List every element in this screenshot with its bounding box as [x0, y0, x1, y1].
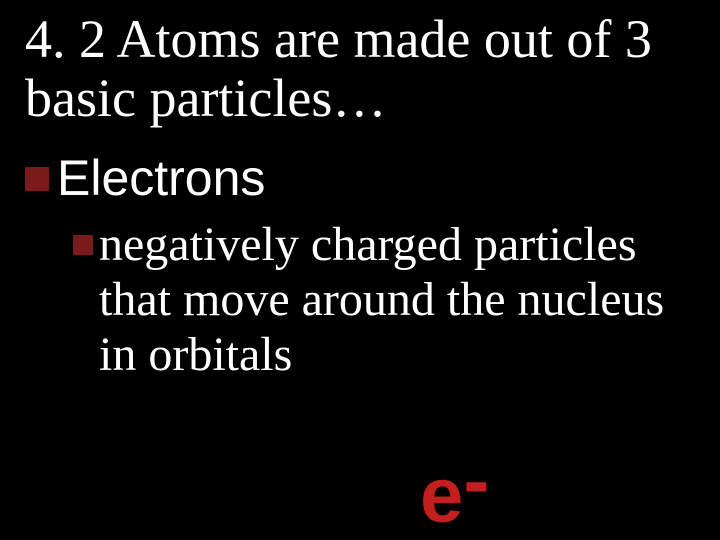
- bullet-item-description: negatively charged particles that move a…: [73, 217, 695, 383]
- symbol-superscript: -: [463, 436, 489, 524]
- bullet-item-electrons: Electrons: [25, 149, 695, 207]
- square-bullet-icon: [73, 235, 93, 255]
- bullet-description: negatively charged particles that move a…: [99, 217, 695, 383]
- slide-title: 4. 2 Atoms are made out of 3 basic parti…: [25, 10, 695, 129]
- electron-symbol: e-: [420, 443, 489, 540]
- symbol-base: e: [420, 450, 463, 538]
- bullet-label: Electrons: [57, 149, 265, 207]
- square-bullet-icon: [25, 167, 49, 191]
- slide-container: 4. 2 Atoms are made out of 3 basic parti…: [0, 0, 720, 540]
